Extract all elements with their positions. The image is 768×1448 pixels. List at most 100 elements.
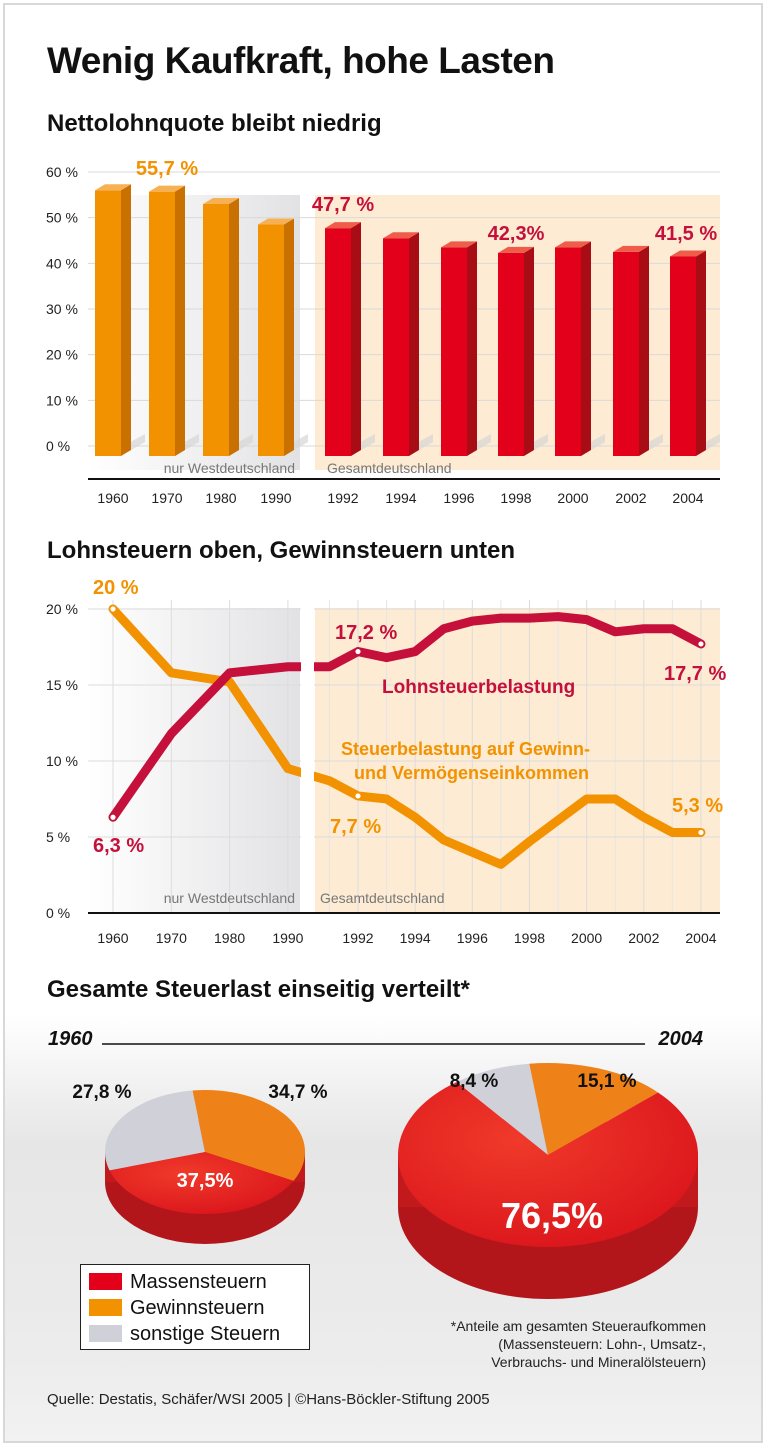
bar-front — [383, 238, 409, 456]
legend-item-sonstige: sonstige Steuern — [89, 1323, 280, 1345]
bar-side — [409, 232, 419, 456]
series-line-gewinnsteuer — [108, 604, 706, 869]
region-label-west: nur Westdeutschland — [164, 890, 295, 906]
x-tick-label: 1994 — [385, 490, 416, 506]
pie-slice-massensteuern — [397, 1081, 698, 1248]
x-tick-label: 1996 — [457, 930, 488, 946]
data-point-marker — [698, 641, 704, 647]
pie-slice-gewinnsteuern — [529, 1063, 658, 1155]
data-point-marker — [110, 814, 116, 820]
year-label-2004: 2004 — [658, 1028, 704, 1050]
pie-slice-sonstige-steuern — [456, 1063, 548, 1155]
x-tick-label: 1990 — [260, 490, 291, 506]
x-tick-label: 1970 — [151, 490, 182, 506]
x-tick-label: 2000 — [557, 490, 588, 506]
legend-swatch — [89, 1299, 122, 1316]
data-label: 17,7 % — [664, 663, 726, 685]
data-point-marker — [355, 793, 361, 799]
x-tick-label: 1960 — [97, 490, 128, 506]
pie-slice-label: 8,4 % — [450, 1071, 499, 1092]
y-tick-label: 50 % — [46, 210, 78, 226]
x-tick-label: 2002 — [628, 930, 659, 946]
bar-side — [467, 241, 477, 456]
bar-top — [203, 197, 239, 204]
x-tick-label: 1990 — [272, 930, 303, 946]
y-tick-label: 60 % — [46, 164, 78, 180]
bar-data-label: 42,3% — [488, 223, 545, 245]
x-tick-label: 1996 — [443, 490, 474, 506]
data-label: 20 % — [93, 577, 139, 599]
bar-front — [95, 190, 121, 456]
legend-item-massensteuern: Massensteuern — [89, 1271, 267, 1293]
bar-top — [555, 241, 591, 248]
series-label-gewinnsteuer: Steuerbelastung auf Gewinn- — [341, 739, 590, 759]
data-point-marker — [110, 606, 116, 612]
pie-slice-label: 15,1 % — [577, 1071, 636, 1092]
x-tick-label: 2000 — [571, 930, 602, 946]
region-label-gesamt: Gesamtdeutschland — [327, 460, 452, 476]
pie-slice-gewinnsteuern — [192, 1089, 306, 1181]
bar-side — [351, 222, 361, 456]
x-tick-label: 1970 — [156, 930, 187, 946]
series-label-gewinnsteuer: und Vermögenseinkommen — [354, 763, 589, 783]
y-tick-label: 20 % — [46, 347, 78, 363]
x-tick-label: 1998 — [500, 490, 531, 506]
y-tick-label: 30 % — [46, 301, 78, 317]
pie-slice-label: 34,7 % — [268, 1082, 327, 1103]
bar-side — [284, 218, 294, 456]
y-tick-label: 0 % — [46, 905, 70, 921]
pie-slice-label: 76,5% — [501, 1195, 603, 1236]
y-tick-label: 0 % — [46, 438, 70, 454]
data-label: 7,7 % — [330, 816, 381, 838]
y-tick-label: 5 % — [46, 829, 70, 845]
bar-top — [95, 184, 131, 191]
legend-swatch — [89, 1273, 122, 1290]
series-line-lohnsteuer — [108, 612, 706, 822]
pie-slice-label: 27,8 % — [72, 1082, 131, 1103]
bar-top — [670, 250, 706, 257]
pie-legend: Massensteuern Gewinnsteuern sonstige Ste… — [80, 1264, 310, 1350]
bar-top — [613, 245, 649, 252]
bar-side — [696, 250, 706, 456]
pie-slice-massensteuern — [109, 1152, 294, 1215]
footnote-line: (Massensteuern: Lohn-, Umsatz-, — [498, 1336, 706, 1352]
bar-chart-title: Nettolohnquote bleibt niedrig — [47, 110, 382, 137]
bar-front — [203, 203, 229, 456]
bar-top — [383, 232, 419, 239]
y-tick-label: 10 % — [46, 392, 78, 408]
x-tick-label: 1980 — [205, 490, 236, 506]
bar-top — [441, 241, 477, 248]
legend-item-gewinnsteuern: Gewinnsteuern — [89, 1297, 265, 1319]
x-tick-label: 1992 — [327, 490, 358, 506]
region-label-west: nur Westdeutschland — [164, 460, 295, 476]
bar-side — [639, 245, 649, 456]
legend-swatch — [89, 1325, 122, 1342]
bar-front — [555, 247, 581, 456]
bar-front — [613, 251, 639, 456]
data-label: 6,3 % — [93, 835, 144, 857]
x-tick-label: 1980 — [214, 930, 245, 946]
data-point-marker — [355, 648, 361, 655]
x-tick-label: 1992 — [342, 930, 373, 946]
series-label-lohnsteuer: Lohnsteuerbelastung — [382, 677, 575, 698]
x-tick-label: 2002 — [615, 490, 646, 506]
x-tick-label: 1998 — [514, 930, 545, 946]
bar-data-label: 41,5 % — [655, 223, 717, 245]
y-tick-label: 40 % — [46, 255, 78, 271]
bar-front — [325, 228, 351, 456]
bar-data-label: 47,7 % — [312, 194, 374, 216]
x-tick-label: 2004 — [685, 930, 716, 946]
year-label-1960: 1960 — [48, 1028, 93, 1050]
bar-top — [258, 218, 294, 225]
bar-side — [121, 184, 131, 456]
line-chart-title: Lohnsteuern oben, Gewinnsteuern unten — [47, 537, 516, 564]
bar-front — [670, 256, 696, 456]
pie-slice-sonstige-steuern — [104, 1090, 205, 1171]
legend-label: Gewinnsteuern — [130, 1297, 265, 1319]
bar-side — [524, 246, 534, 456]
legend-label: sonstige Steuern — [130, 1323, 281, 1345]
y-tick-label: 20 % — [46, 601, 78, 617]
x-tick-label: 1994 — [400, 930, 431, 946]
